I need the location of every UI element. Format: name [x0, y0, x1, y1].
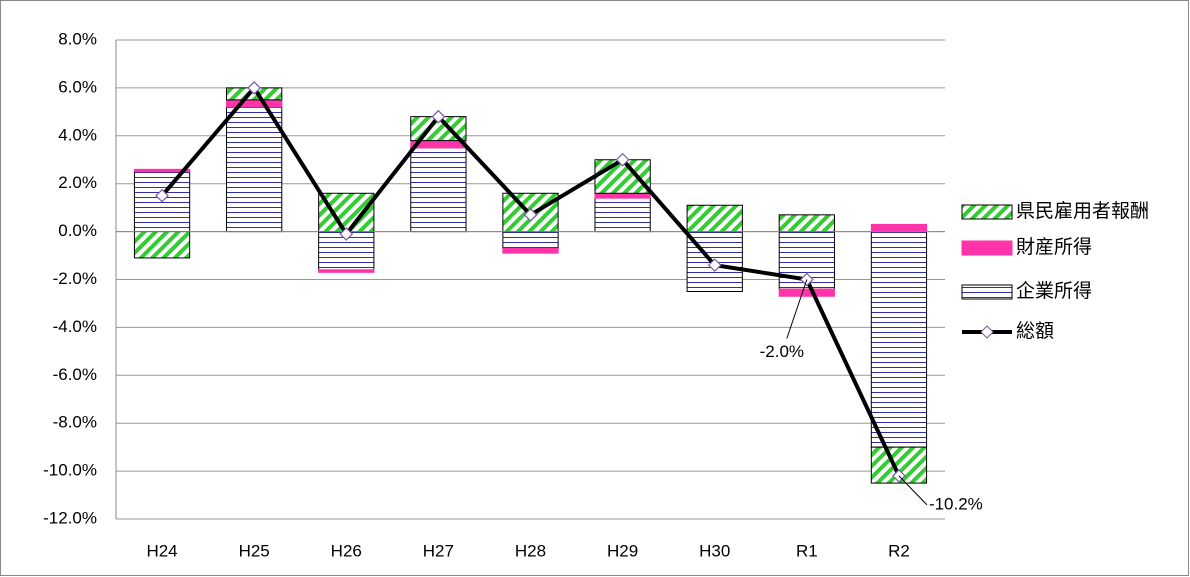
bar-segment [686, 204, 743, 233]
bar-segment [870, 231, 928, 448]
x-tick-label: H30 [699, 541, 730, 560]
x-tick-label: H26 [331, 541, 362, 560]
bar-segment [778, 288, 835, 297]
total-marker [523, 207, 538, 222]
x-tick-label: H27 [423, 541, 454, 560]
bar-segment [318, 269, 375, 273]
total-marker [339, 227, 354, 241]
bar-segment [870, 223, 928, 233]
y-tick-label: -6.0% [53, 365, 97, 384]
legend-label: 総額 [1016, 320, 1054, 342]
legend-swatch [961, 284, 1013, 300]
bar-segment [502, 231, 559, 249]
y-tick-label: 4.0% [58, 125, 97, 144]
x-tick-label: R2 [888, 541, 910, 560]
total-marker [155, 188, 169, 203]
bar-segment [778, 214, 835, 233]
y-tick-label: -4.0% [53, 317, 97, 336]
y-tick-label: -12.0% [43, 508, 97, 527]
total-marker [431, 109, 446, 124]
total-marker [247, 81, 262, 95]
total-marker [707, 258, 722, 272]
y-tick-label: -2.0% [53, 269, 97, 288]
x-tick-label: H25 [239, 541, 270, 560]
legend-swatch [961, 240, 1013, 256]
bar-segment [133, 168, 191, 173]
y-tick-label: 8.0% [58, 29, 97, 48]
legend-marker [980, 325, 994, 339]
data-label: -2.0% [760, 342, 804, 361]
bar-segment [226, 99, 283, 108]
bar-segment [594, 197, 651, 233]
legend-label: 財産所得 [1016, 236, 1092, 258]
legend-swatch [961, 204, 1013, 220]
x-tick-label: H28 [515, 541, 546, 560]
bar-segment [226, 106, 283, 233]
label-leader [898, 475, 928, 506]
bar-segment [410, 147, 467, 233]
x-tick-label: H29 [607, 541, 638, 560]
y-tick-label: 0.0% [58, 221, 97, 240]
data-label: -10.2% [929, 494, 983, 513]
label-leader [786, 279, 808, 339]
bar-segment [133, 231, 191, 259]
y-tick-label: -8.0% [53, 413, 97, 432]
y-tick-label: 2.0% [58, 173, 97, 192]
x-tick-label: H24 [146, 541, 177, 560]
y-tick-label: 6.0% [58, 77, 97, 96]
x-tick-label: R1 [796, 541, 818, 560]
total-marker [615, 152, 630, 167]
legend-label: 企業所得 [1016, 280, 1092, 302]
y-tick-label: -10.0% [43, 461, 97, 480]
legend-label: 県民雇用者報酬 [1016, 200, 1149, 222]
bar-segment [502, 247, 559, 254]
bar-segment [594, 192, 651, 199]
